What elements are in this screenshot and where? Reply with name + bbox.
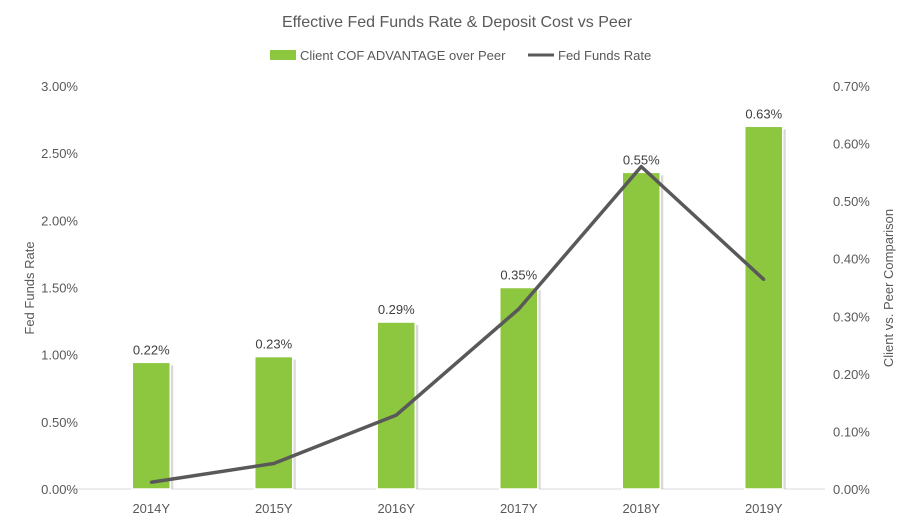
legend-bar-swatch: [270, 50, 296, 60]
legend: Client COF ADVANTAGE over Peer Fed Funds…: [270, 48, 651, 63]
bar-data-label: 0.23%: [255, 337, 292, 352]
y-tick-label: 3.00%: [41, 79, 78, 94]
y-axis-label: Fed Funds Rate: [22, 241, 37, 334]
y2-tick-label: 0.60%: [833, 137, 870, 152]
legend-bar-label: Client COF ADVANTAGE over Peer: [300, 48, 506, 63]
line-point: [762, 277, 766, 281]
bar: [131, 361, 171, 490]
line-point: [517, 307, 521, 311]
bar-data-label: 0.29%: [378, 302, 415, 317]
y-tick-label: 0.00%: [41, 482, 78, 497]
bar: [621, 171, 661, 490]
line-point: [394, 413, 398, 417]
y-tick-label: 1.50%: [41, 281, 78, 296]
line-point: [149, 480, 153, 484]
x-tick-label: 2015Y: [255, 501, 293, 516]
x-tick-label: 2014Y: [132, 501, 170, 516]
fed-funds-line: [150, 164, 765, 485]
bar: [499, 286, 539, 490]
y2-tick-label: 0.00%: [833, 482, 870, 497]
legend-line-label: Fed Funds Rate: [558, 48, 651, 63]
x-tick-label: 2019Y: [745, 501, 783, 516]
y-tick-label: 2.50%: [41, 146, 78, 161]
y2-axis-label: Client vs. Peer Comparison: [881, 209, 896, 367]
bar-data-label: 0.55%: [623, 152, 660, 167]
bar-data-label: 0.35%: [500, 268, 537, 283]
chart-title: Effective Fed Funds Rate & Deposit Cost …: [282, 14, 633, 31]
y2-tick-label: 0.30%: [833, 309, 870, 324]
y-tick-label: 2.00%: [41, 213, 78, 228]
y2-tick-label: 0.40%: [833, 252, 870, 267]
x-tick-label: 2016Y: [377, 501, 415, 516]
bar-data-label: 0.22%: [133, 342, 170, 357]
y2-tick-label: 0.10%: [833, 424, 870, 439]
y2-tick-label: 0.50%: [833, 194, 870, 209]
bar: [254, 355, 294, 490]
y2-tick-label: 0.20%: [833, 367, 870, 382]
line-point: [639, 165, 643, 169]
bar: [744, 125, 784, 490]
y2-tick-label: 0.70%: [833, 79, 870, 94]
bar-data-label: 0.63%: [745, 106, 782, 121]
x-tick-label: 2018Y: [622, 501, 660, 516]
y-tick-label: 0.50%: [41, 415, 78, 430]
x-tick-label: 2017Y: [500, 501, 538, 516]
y-tick-label: 1.00%: [41, 348, 78, 363]
line-point: [272, 461, 276, 465]
